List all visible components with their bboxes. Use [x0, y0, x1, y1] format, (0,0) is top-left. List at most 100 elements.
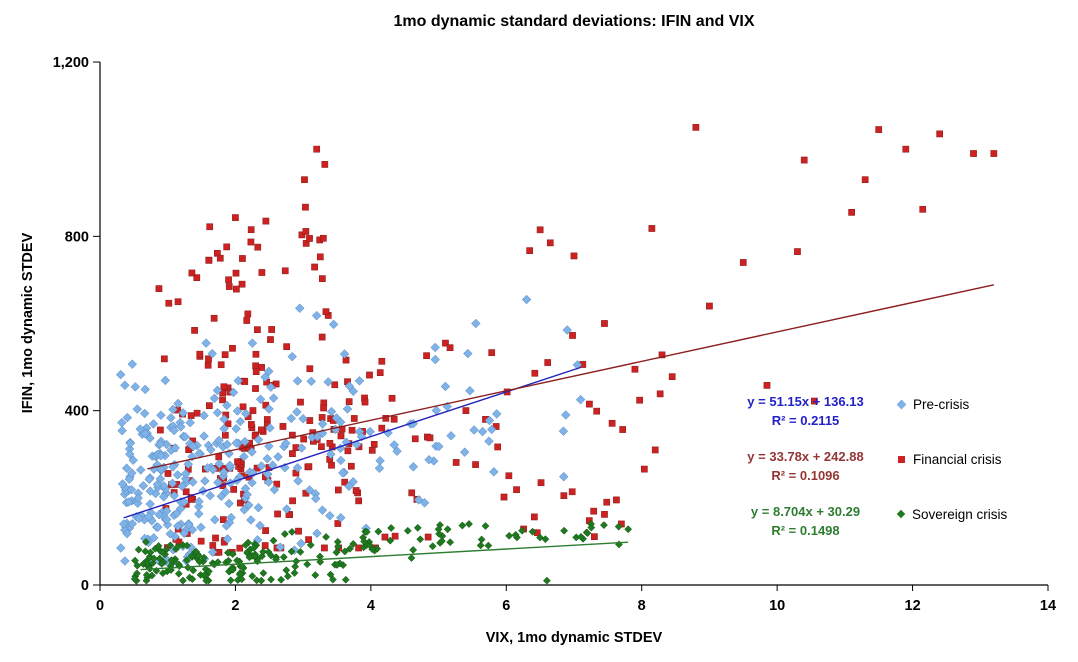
- scatter-point: [289, 450, 296, 457]
- scatter-point: [636, 396, 643, 404]
- scatter-point: [318, 443, 325, 451]
- scatter-point: [200, 476, 210, 486]
- scatter-point: [135, 424, 145, 434]
- scatter-point: [122, 528, 132, 539]
- scatter-point: [345, 544, 354, 553]
- scatter-point: [558, 426, 569, 436]
- scatter-point: [143, 512, 154, 522]
- scatter-point: [254, 243, 262, 251]
- scatter-point: [172, 470, 183, 480]
- scatter-point: [489, 467, 499, 477]
- scatter-point: [154, 542, 163, 550]
- scatter-point: [583, 529, 592, 538]
- scatter-point: [462, 407, 470, 414]
- scatter-point: [297, 398, 304, 406]
- scatter-point: [250, 552, 259, 561]
- scatter-point: [231, 423, 241, 434]
- scatter-point: [368, 446, 376, 454]
- scatter-point: [196, 522, 206, 533]
- x-axis-label: VIX, 1mo dynamic STDEV: [485, 630, 663, 646]
- scatter-point: [430, 354, 440, 365]
- scatter-point: [223, 243, 231, 251]
- x-tick-label: 14: [1040, 598, 1056, 614]
- scatter-point: [289, 431, 296, 439]
- equation-text: y = 51.15x + 136.13: [747, 394, 864, 409]
- scatter-point: [188, 441, 198, 452]
- scatter-point: [542, 576, 551, 585]
- scatter-point: [481, 522, 490, 530]
- scatter-point: [378, 424, 386, 432]
- scatter-point: [225, 283, 233, 290]
- legend-item-sovereign-crisis: Sovereign crisis: [896, 505, 1007, 523]
- scatter-point: [118, 519, 129, 529]
- scatter-point: [334, 520, 342, 527]
- scatter-point: [122, 412, 133, 423]
- scatter-point: [290, 569, 299, 577]
- scatter-point: [194, 496, 204, 507]
- scatter-point: [311, 310, 322, 321]
- scatter-point: [648, 225, 656, 232]
- scatter-point: [205, 355, 212, 363]
- scatter-point: [174, 542, 182, 551]
- scatter-point: [355, 497, 363, 505]
- scatter-point: [265, 423, 275, 433]
- scatter-point: [130, 382, 141, 392]
- scatter-point: [336, 455, 346, 466]
- scatter-point: [238, 280, 246, 288]
- scatter-point: [247, 477, 257, 488]
- scatter-point: [232, 406, 243, 416]
- legend-item-financial-crisis: Financial crisis: [898, 450, 1002, 468]
- scatter-point: [601, 320, 608, 327]
- scatter-point: [544, 359, 552, 366]
- scatter-point: [263, 469, 273, 480]
- x-tick-label: 4: [367, 598, 375, 614]
- scatter-point: [360, 537, 369, 546]
- scatter-point: [575, 394, 586, 405]
- legend-label: Financial crisis: [913, 451, 1002, 467]
- scatter-point: [132, 498, 143, 509]
- scatter-point: [322, 308, 330, 316]
- scatter-point: [279, 553, 288, 562]
- scatter-point: [154, 509, 164, 520]
- scatter-point: [491, 409, 502, 419]
- scatter-point: [257, 576, 266, 585]
- scatter-point: [437, 537, 446, 546]
- scatter-point: [160, 375, 171, 386]
- scatter-point: [340, 547, 349, 556]
- scatter-point: [258, 269, 266, 276]
- scatter-point: [133, 561, 142, 570]
- scatter-point: [298, 231, 306, 239]
- scatter-point: [124, 474, 135, 485]
- scatter-point: [197, 537, 205, 545]
- scatter-point: [191, 327, 198, 334]
- scatter-point: [239, 403, 247, 411]
- scatter-point: [193, 409, 201, 417]
- scatter-point: [560, 492, 568, 500]
- scatter-point: [446, 431, 456, 441]
- scatter-point: [298, 413, 308, 424]
- scatter-point: [115, 369, 126, 380]
- scatter-point: [247, 226, 255, 234]
- scatter-point: [325, 511, 335, 521]
- scatter-point: [161, 514, 172, 525]
- scatter-point: [210, 314, 218, 322]
- scatter-point: [413, 523, 422, 532]
- scatter-point: [243, 317, 251, 324]
- scatter-point: [305, 463, 313, 470]
- scatter-point: [354, 376, 365, 386]
- scatter-point: [800, 156, 808, 164]
- scatter-point: [591, 533, 598, 541]
- scatter-point: [230, 486, 238, 493]
- scatter-point: [253, 502, 264, 513]
- scatter-point: [390, 415, 398, 423]
- scatter-point: [164, 470, 172, 477]
- scatter-point: [120, 380, 130, 391]
- scatter-point: [739, 259, 747, 266]
- y-tick-label: 400: [65, 404, 89, 420]
- scatter-point: [153, 522, 163, 532]
- scatter-point: [236, 544, 244, 552]
- scatter-point: [331, 381, 339, 389]
- scatter-point: [254, 326, 261, 334]
- scatter-point: [152, 479, 163, 490]
- scatter-point: [561, 410, 571, 420]
